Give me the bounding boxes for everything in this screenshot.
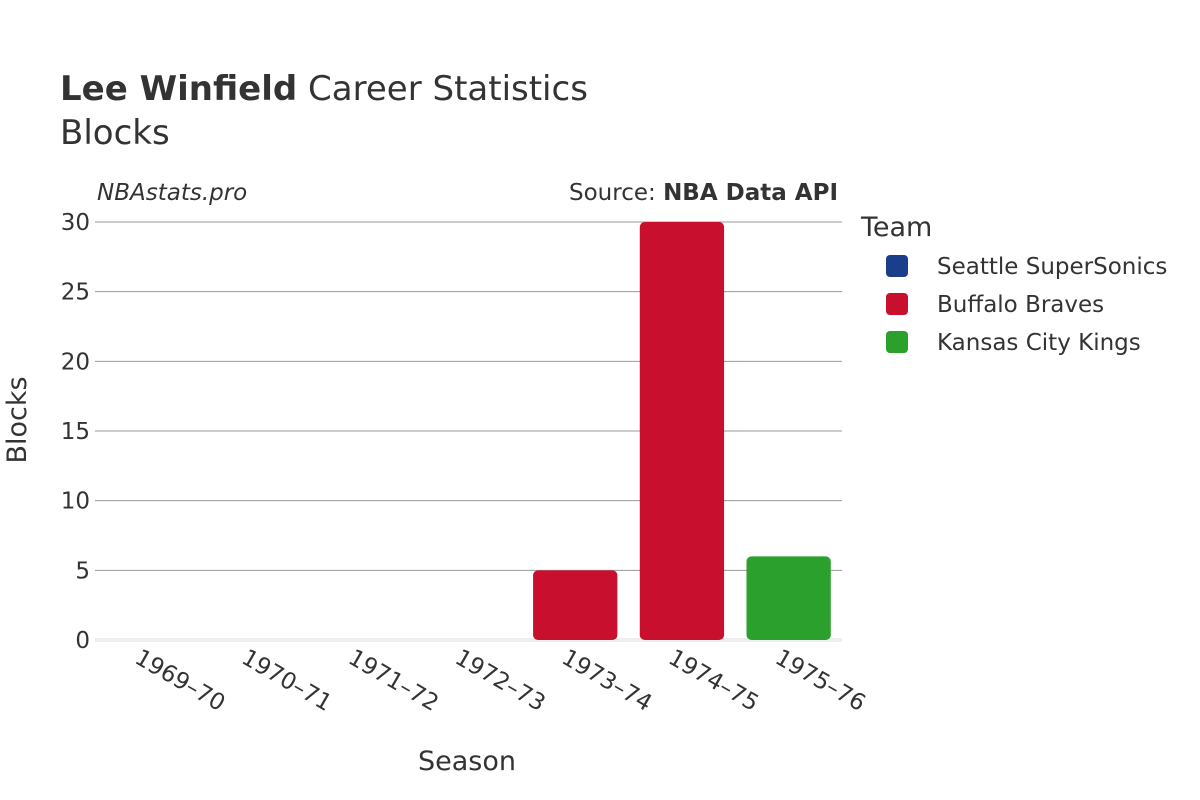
x-tick-label: 1975–76 <box>771 645 870 717</box>
x-tick-label: 1969–70 <box>130 645 229 717</box>
bar[interactable] <box>533 570 618 640</box>
source-prefix: Source: <box>569 180 663 206</box>
grid-layer <box>95 221 842 642</box>
chart-subtitle: Blocks <box>60 113 170 153</box>
y-tick-label: 30 <box>61 210 90 236</box>
bar[interactable] <box>639 222 725 640</box>
source-name: NBA Data API <box>663 180 838 206</box>
y-tick-label: 5 <box>75 558 90 584</box>
y-tick-label: 0 <box>75 628 90 654</box>
y-axis-title: Blocks <box>2 376 33 463</box>
legend-swatch <box>886 255 908 277</box>
legend-swatch <box>886 331 908 353</box>
x-axis-ticks: 1969–70 1970–71 1971–72 1972–73 1973–74 1974–… <box>130 645 869 717</box>
title-rest: Career Statistics <box>297 69 588 109</box>
x-tick-label: 1972–73 <box>451 645 550 717</box>
x-tick-label: 1971–72 <box>344 645 443 717</box>
legend-items: Seattle SuperSonics Buffalo Braves Kansas … <box>886 254 1167 356</box>
source-credit: Source: NBA Data API <box>569 180 838 206</box>
legend-label[interactable]: Seattle SuperSonics <box>937 254 1167 280</box>
watermark: NBAstats.pro <box>97 180 247 206</box>
bar[interactable] <box>746 556 831 640</box>
legend: Team Seattle SuperSonics Buffalo Braves Ka… <box>860 212 1167 356</box>
y-tick-label: 15 <box>61 419 90 445</box>
bar-layer <box>533 222 831 640</box>
y-tick-label: 25 <box>61 280 90 306</box>
y-tick-label: 10 <box>61 489 90 515</box>
legend-title: Team <box>860 212 932 243</box>
y-axis-ticks: 0 5 10 15 20 25 30 <box>61 210 90 654</box>
x-tick-label: 1973–74 <box>557 645 656 717</box>
x-axis-title: Season <box>418 746 516 777</box>
player-name: Lee Winfield <box>60 69 297 109</box>
y-tick-label: 20 <box>61 349 90 375</box>
x-tick-label: 1970–71 <box>237 645 336 717</box>
chart-title: Lee Winfield Career Statistics <box>60 69 588 109</box>
legend-label[interactable]: Buffalo Braves <box>937 292 1104 318</box>
legend-swatch <box>886 293 908 315</box>
x-tick-label: 1974–75 <box>664 645 763 717</box>
legend-label[interactable]: Kansas City Kings <box>937 330 1141 356</box>
